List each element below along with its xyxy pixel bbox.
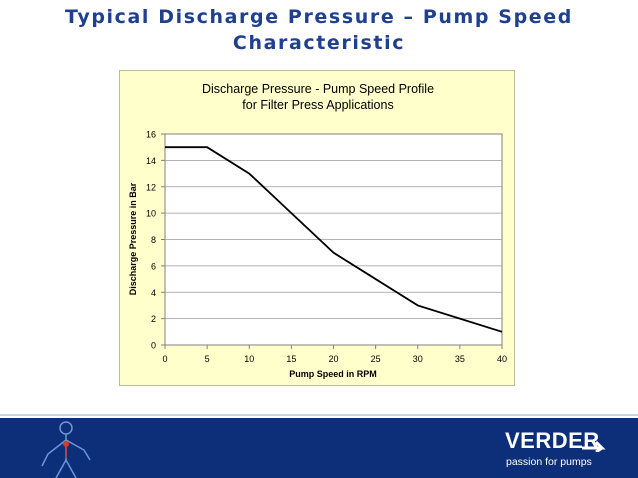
chart-title-line1: Discharge Pressure - Pump Speed Profile xyxy=(202,82,434,96)
y-tick-label: 14 xyxy=(146,156,156,166)
brand-tagline: passion for pumps xyxy=(506,456,592,468)
slide-title: Typical Discharge Pressure – Pump Speed … xyxy=(0,4,638,56)
y-tick-label: 6 xyxy=(151,261,156,271)
x-tick-label: 5 xyxy=(205,354,210,364)
pressure-speed-chart: Discharge Pressure - Pump Speed Profile … xyxy=(128,82,507,379)
slide-title-line2: Characteristic xyxy=(232,32,406,54)
slide-title-line1: Typical Discharge Pressure – Pump Speed xyxy=(65,6,573,28)
y-tick-label: 8 xyxy=(151,235,156,245)
y-axis-label: Discharge Pressure in Bar xyxy=(128,182,138,295)
x-tick-label: 20 xyxy=(328,354,338,364)
chart-frame: Discharge Pressure - Pump Speed Profile … xyxy=(119,70,515,386)
logo-arrow-icon xyxy=(582,440,606,452)
series-line xyxy=(165,146,503,333)
y-tick-label: 16 xyxy=(146,130,156,140)
y-tick-label: 12 xyxy=(146,182,156,192)
y-tick-label: 10 xyxy=(146,209,156,219)
x-tick-label: 0 xyxy=(162,354,167,364)
footer-bar xyxy=(0,418,638,478)
x-tick-label: 35 xyxy=(455,354,465,364)
y-tick-label: 4 xyxy=(151,288,156,298)
x-tick-label: 15 xyxy=(286,354,296,364)
x-axis-ticks: 0 5 10 15 20 25 30 35 40 xyxy=(162,345,507,364)
chart-title-line2: for Filter Press Applications xyxy=(242,98,393,112)
y-axis-ticks: 0 2 4 6 8 10 12 14 16 xyxy=(146,130,165,351)
x-tick-label: 40 xyxy=(497,354,507,364)
y-tick-label: 2 xyxy=(151,314,156,324)
x-tick-label: 30 xyxy=(413,354,423,364)
y-tick-label: 0 xyxy=(151,341,156,351)
x-tick-label: 25 xyxy=(371,354,381,364)
gridlines xyxy=(165,159,502,320)
x-tick-label: 10 xyxy=(244,354,254,364)
human-figure-icon xyxy=(41,421,91,478)
series-group xyxy=(165,146,503,333)
footer-separator xyxy=(0,414,638,416)
x-axis-label: Pump Speed in RPM xyxy=(289,369,377,379)
